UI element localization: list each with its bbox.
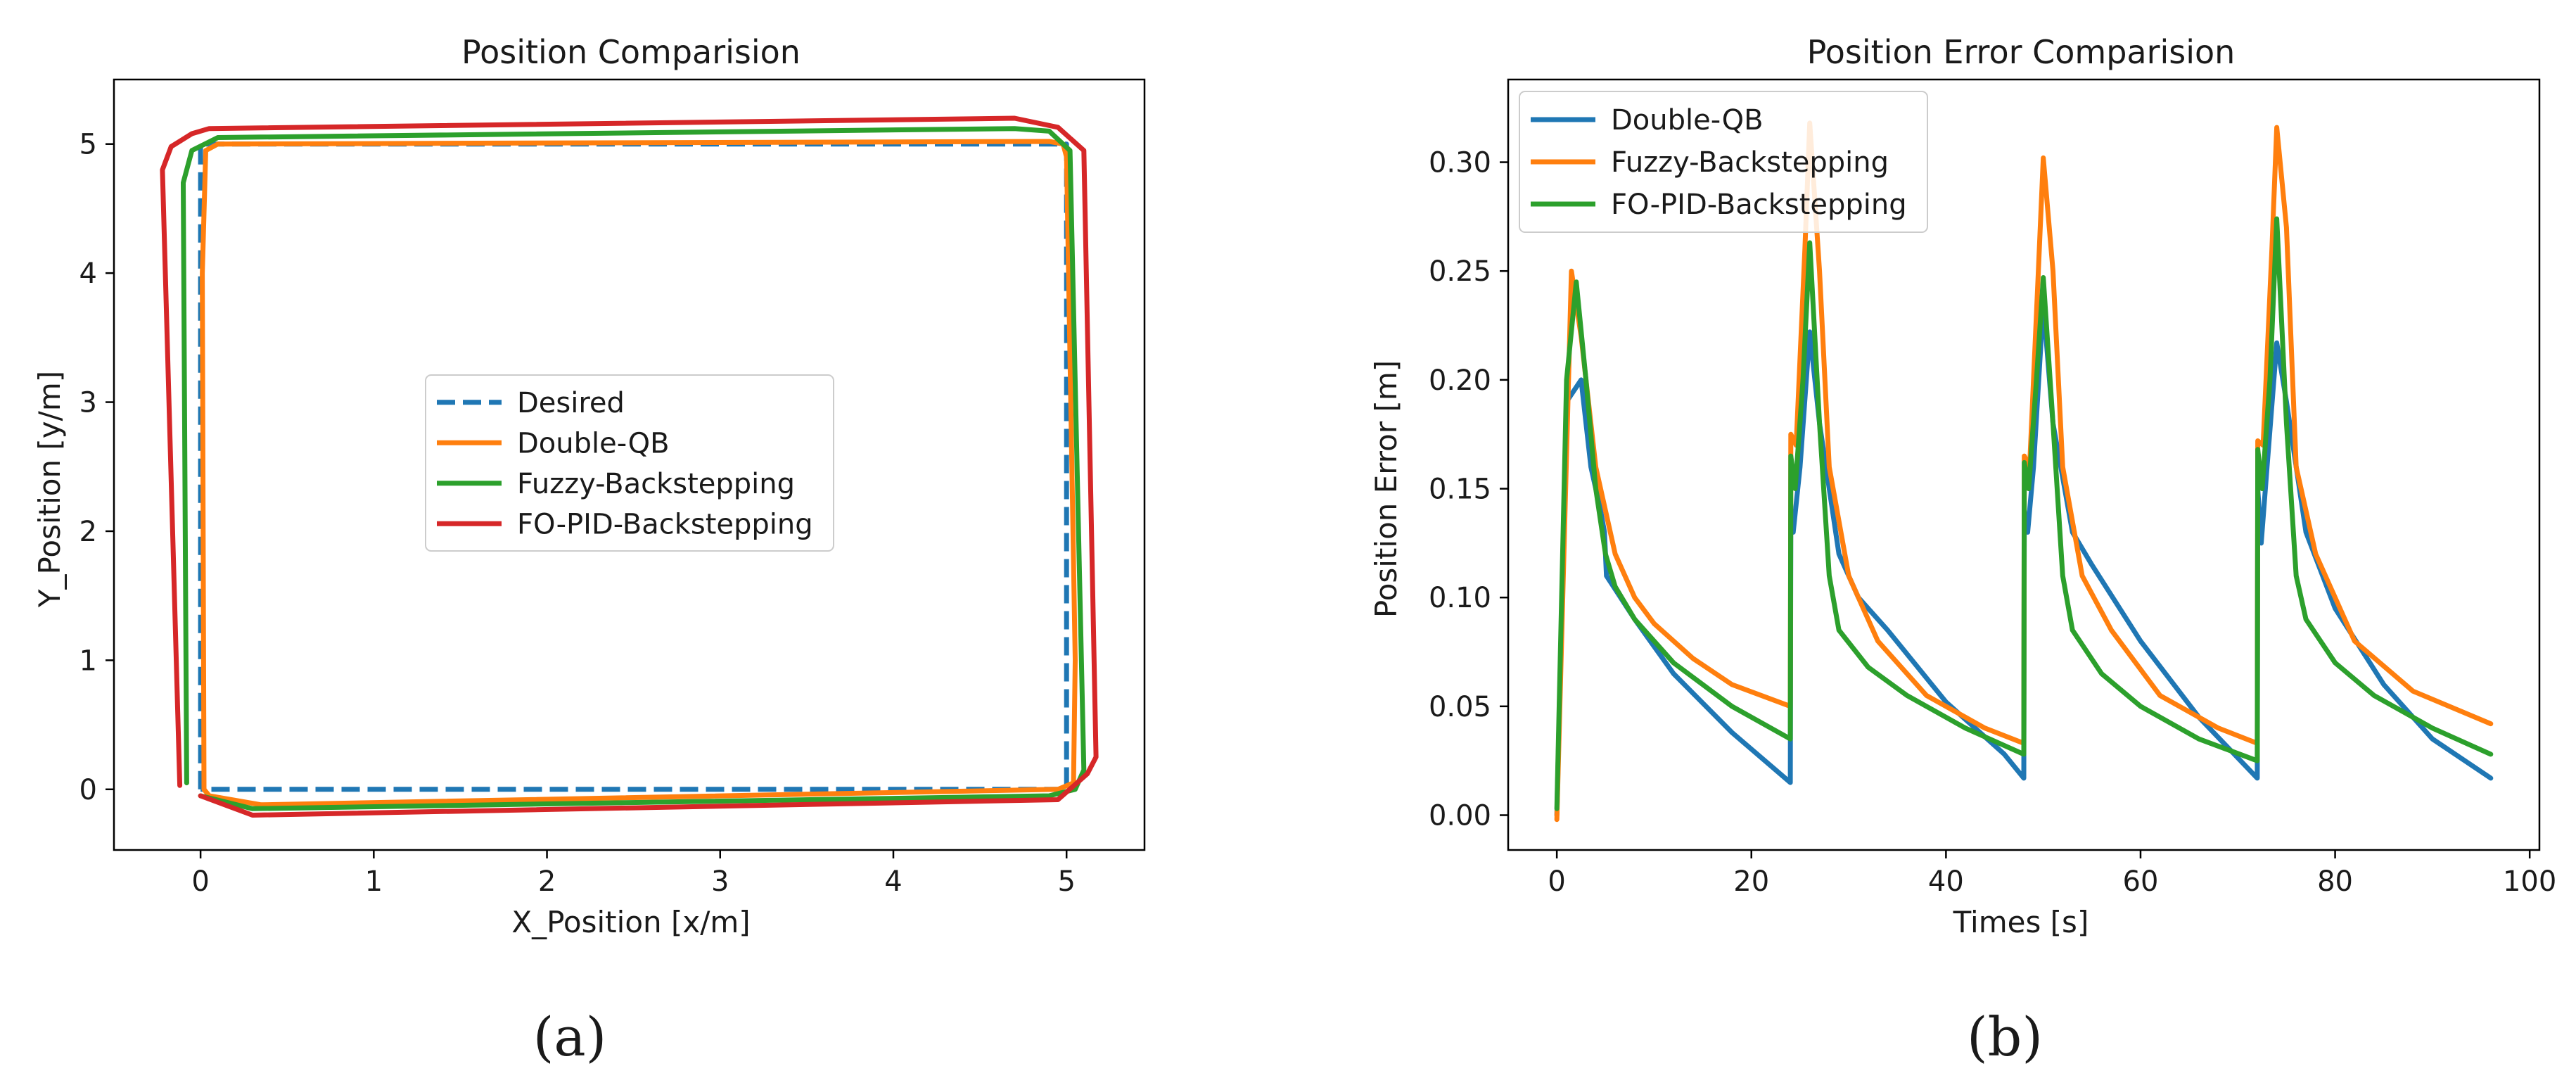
axes-frame [1507, 78, 2541, 851]
x-tick-label: 100 [2503, 865, 2556, 898]
y-tick-label: 0 [79, 774, 97, 806]
y-tick-label: 0.00 [1429, 800, 1491, 832]
y-tick-label: 0.25 [1429, 255, 1491, 288]
y-tick-label: 1 [79, 645, 97, 677]
x-tick-label: 80 [2317, 865, 2353, 898]
x-tick-label: 20 [1733, 865, 1769, 898]
y-tick-label: 5 [79, 129, 97, 161]
legend-label: FO-PID-Backstepping [517, 508, 813, 540]
x-tick-label: 0 [191, 865, 209, 898]
legend-box [425, 374, 834, 552]
x-tick-label: 4 [884, 865, 902, 898]
x-axis-label: Times [s] [1953, 905, 2089, 939]
legend-label: Desired [517, 387, 625, 419]
legend-label: Fuzzy-Backstepping [517, 468, 795, 500]
chart-title: Position Error Comparision [1807, 33, 2236, 71]
y-axis-label: Y_Position [y/m] [32, 371, 67, 608]
y-axis-label: Position Error [m] [1369, 360, 1403, 618]
y-tick-label: 0.30 [1429, 147, 1491, 179]
plot-area: 0 1 2 3 4 5 0 1 2 3 4 5 [79, 78, 1146, 898]
x-tick-label: 3 [711, 865, 729, 898]
panel-a: Position Comparision X_Position [x/m] Y_… [32, 33, 1146, 1068]
x-tick-label: 1 [365, 865, 383, 898]
chart-title: Position Comparision [461, 33, 801, 71]
y-tick-label: 0.05 [1429, 691, 1491, 723]
x-tick-label: 0 [1548, 865, 1565, 898]
legend: Desired Double-QB Fuzzy-Backstepping FO-PID… [425, 374, 834, 552]
legend-label: Double-QB [517, 427, 670, 459]
x-axis-label: X_Position [x/m] [511, 905, 750, 939]
legend: Double-QB Fuzzy-Backstepping FO-PID-Backst… [1519, 91, 1928, 233]
panel-caption: (b) [1967, 1005, 2043, 1068]
legend-box [1519, 91, 1928, 233]
legend-label: FO-PID-Backstepping [1611, 189, 1907, 221]
plot-area: 0 20 40 60 80 100 0.00 0.05 0.10 0.15 0.20 0.25 0.30 [1429, 78, 2556, 898]
y-tick-label: 2 [79, 516, 97, 548]
x-tick-label: 60 [2123, 865, 2159, 898]
y-tick-label: 0.20 [1429, 364, 1491, 397]
series-line-fo-pid-backstepping [160, 115, 1099, 818]
axes-frame [113, 78, 1146, 851]
panel-b: Position Error Comparision Times [s] Pos… [1369, 33, 2556, 1068]
y-tick-label: 4 [79, 258, 97, 290]
series-line-fuzzy-backstepping [181, 126, 1087, 811]
y-tick-label: 0.10 [1429, 582, 1491, 614]
series-line-double-qb [200, 139, 1078, 808]
x-tick-label: 2 [538, 865, 556, 898]
x-tick-label: 40 [1928, 865, 1964, 898]
x-tick-label: 5 [1057, 865, 1075, 898]
y-tick-label: 3 [79, 387, 97, 419]
series-line-fo-pid-backstepping [1554, 216, 2494, 811]
y-tick-label: 0.15 [1429, 474, 1491, 506]
legend-label: Fuzzy-Backstepping [1611, 146, 1889, 179]
panel-caption: (a) [533, 1005, 607, 1068]
legend-label: Double-QB [1611, 104, 1764, 137]
